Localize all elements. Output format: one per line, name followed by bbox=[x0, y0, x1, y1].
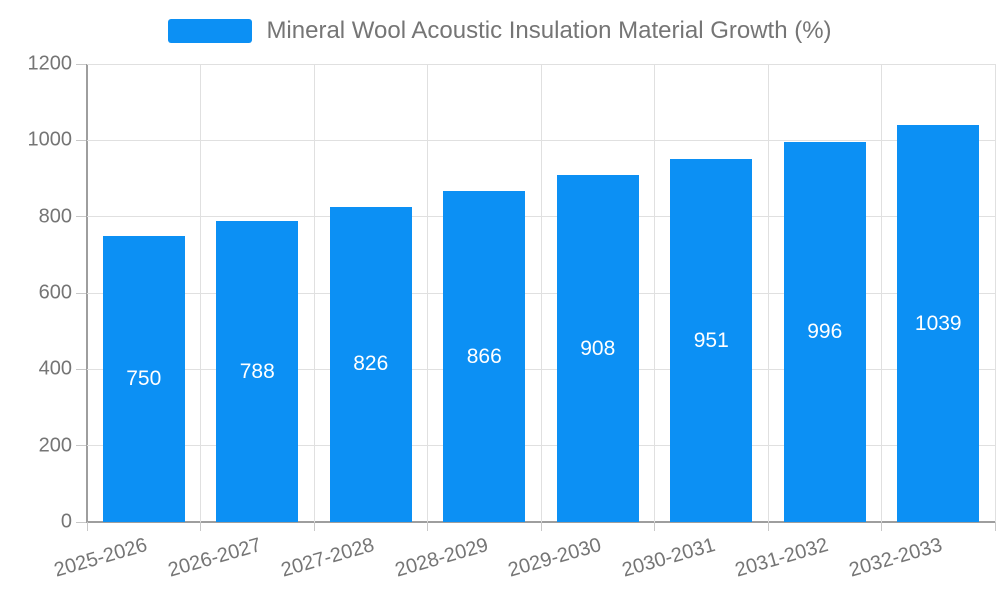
bar[interactable]: 996 bbox=[783, 141, 866, 522]
y-tick-mark bbox=[76, 368, 86, 370]
bar[interactable]: 866 bbox=[443, 191, 526, 522]
y-tick-label: 800 bbox=[38, 205, 72, 228]
bar[interactable]: 826 bbox=[329, 206, 412, 522]
v-gridline bbox=[427, 64, 428, 522]
x-tick-mark bbox=[881, 522, 882, 531]
v-gridline bbox=[994, 64, 996, 522]
y-tick-mark bbox=[76, 521, 86, 523]
bar-value-label: 750 bbox=[126, 366, 162, 390]
x-tick-mark bbox=[86, 522, 88, 531]
bar[interactable]: 788 bbox=[216, 221, 299, 522]
y-tick-label: 200 bbox=[38, 434, 72, 457]
v-gridline bbox=[313, 64, 315, 522]
x-category-label: 2025-2026 bbox=[51, 534, 150, 582]
bar-value-label: 1039 bbox=[914, 311, 962, 335]
y-tick-mark bbox=[76, 63, 86, 65]
x-tick-mark bbox=[427, 522, 428, 531]
v-gridline bbox=[767, 64, 769, 522]
x-tick-mark bbox=[654, 522, 655, 531]
legend-swatch[interactable] bbox=[168, 19, 253, 43]
bar-value-label: 788 bbox=[239, 359, 275, 383]
bar-value-label: 866 bbox=[466, 344, 502, 368]
bar[interactable]: 951 bbox=[670, 159, 753, 522]
y-tick-label: 1000 bbox=[27, 128, 73, 151]
bar-value-label: 951 bbox=[693, 328, 729, 352]
x-category-label: 2029-2030 bbox=[505, 534, 604, 582]
x-tick-mark bbox=[767, 522, 769, 531]
y-axis-labels: 0 200 400 600 800 1000 1200 bbox=[0, 53, 73, 533]
x-category-label: 2028-2029 bbox=[392, 534, 491, 582]
plot-area: 750 788 826 866 908 951 996 1039 bbox=[76, 63, 996, 531]
x-category-label: 2031-2032 bbox=[732, 534, 831, 582]
x-tick-mark bbox=[200, 522, 201, 531]
v-gridline bbox=[200, 64, 201, 522]
y-tick-label: 0 bbox=[60, 510, 72, 533]
x-category-label: 2026-2027 bbox=[165, 534, 264, 582]
y-tick-mark bbox=[76, 216, 86, 218]
x-axis-labels: 2025-2026 2026-2027 2027-2028 2028-2029 2029… bbox=[52, 64, 995, 582]
bar-value-label: 826 bbox=[353, 352, 389, 376]
bar[interactable]: 908 bbox=[556, 175, 639, 522]
x-category-label: 2030-2031 bbox=[619, 534, 718, 582]
bar[interactable]: 1039 bbox=[897, 125, 980, 522]
v-gridline bbox=[881, 64, 882, 522]
v-gridline bbox=[654, 64, 655, 522]
bar-value-label: 908 bbox=[580, 336, 616, 360]
x-tick-mark bbox=[994, 522, 996, 531]
chart-legend: Mineral Wool Acoustic Insulation Materia… bbox=[0, 17, 1000, 44]
bar[interactable]: 750 bbox=[102, 235, 185, 522]
y-tick-label: 400 bbox=[38, 357, 72, 380]
y-tick-label: 600 bbox=[38, 281, 72, 304]
v-gridline bbox=[540, 64, 542, 522]
y-tick-mark bbox=[76, 445, 86, 447]
y-tick-label: 1200 bbox=[27, 52, 73, 75]
x-tick-mark bbox=[540, 522, 542, 531]
x-category-label: 2027-2028 bbox=[278, 534, 377, 582]
y-tick-mark bbox=[76, 139, 86, 141]
x-category-label: 2032-2033 bbox=[846, 534, 945, 582]
y-tick-mark bbox=[76, 292, 86, 294]
bar-value-label: 996 bbox=[807, 319, 843, 343]
chart-title: Mineral Wool Acoustic Insulation Materia… bbox=[266, 17, 832, 44]
x-tick-mark bbox=[313, 522, 315, 531]
